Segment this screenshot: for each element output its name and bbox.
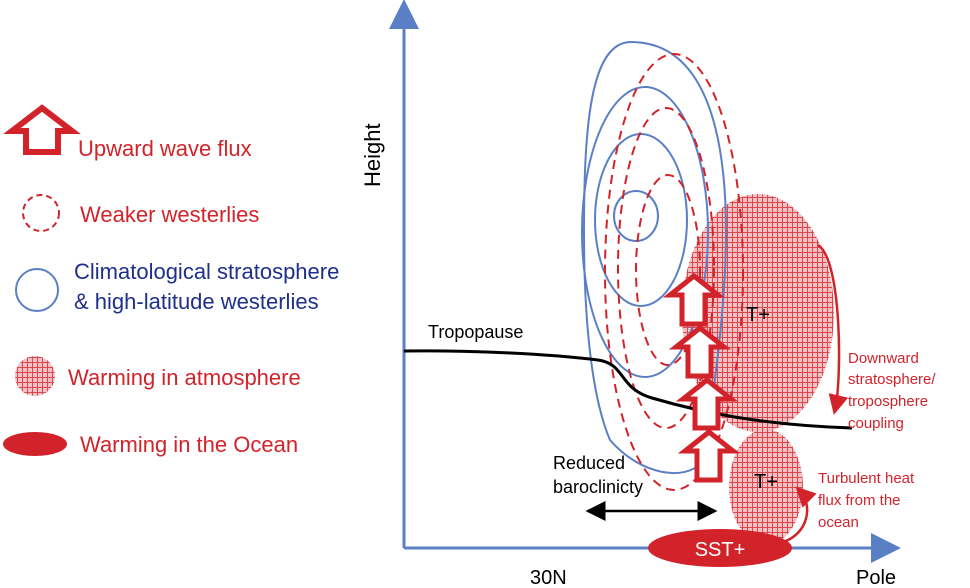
ocean-ellipse-icon (3, 432, 67, 456)
upward-wave-flux-arrows (662, 272, 741, 483)
sst-plus-label: SST+ (695, 539, 746, 561)
legend-label-climatological-line2: & high-latitude westerlies (74, 289, 319, 314)
legend-item-upward-wave-flux: Upward wave flux (3, 104, 252, 161)
warming-atmosphere-lower (729, 429, 803, 545)
weaker-westerlies-contour-1 (635, 174, 701, 366)
sst-ellipse (648, 529, 792, 567)
reduced-label-line2: baroclinicty (553, 477, 643, 497)
dashed-circle-icon (22, 194, 60, 232)
tropopause-line (403, 349, 853, 430)
warming-atmosphere-upper (682, 194, 834, 432)
legend-label-warming-atmosphere: Warming in atmosphere (68, 365, 301, 390)
upward-arrow-icon (668, 324, 732, 379)
turbulent-label-line2: flux from the (818, 492, 901, 509)
y-axis-label: Height (360, 123, 385, 187)
x-tick-pole: Pole (856, 567, 896, 588)
weaker-westerlies-contour-3 (604, 53, 744, 491)
turbulent-label-line3: ocean (818, 514, 859, 531)
hatched-circle-icon (15, 356, 55, 396)
turbulent-label-line1: Turbulent heat (818, 470, 915, 487)
legend-item-warming-atmosphere: Warming in atmosphere (15, 356, 301, 396)
x-tick-30n: 30N (530, 567, 567, 588)
downward-coupling-arrow (817, 243, 849, 415)
tropopause-label: Tropopause (428, 322, 523, 342)
t-plus-lower-label: T+ (754, 471, 778, 493)
climatological-contour-2 (594, 133, 688, 307)
downward-label-line3: troposphere (848, 393, 928, 410)
upward-arrow-icon (662, 272, 726, 327)
turbulent-flux-arrow (782, 486, 817, 544)
legend-label-weaker-westerlies: Weaker westerlies (80, 202, 259, 227)
climatological-contour-1 (613, 190, 659, 242)
legend-label-warming-ocean: Warming in the Ocean (80, 432, 298, 457)
downward-coupling-label: Downward stratosphere/ troposphere coupl… (848, 350, 936, 432)
weaker-westerlies-contour-2 (617, 107, 715, 429)
downward-label-line2: stratosphere/ (848, 371, 936, 388)
legend-label-upward-wave-flux: Upward wave flux (78, 136, 252, 161)
legend-label-climatological-line1: Climatological stratosphere (74, 259, 339, 284)
weaker-westerlies-contours (604, 53, 744, 491)
legend: Upward wave flux Weaker westerlies Clima… (3, 104, 339, 457)
solid-circle-icon (15, 268, 59, 312)
legend-item-weaker-westerlies: Weaker westerlies (22, 194, 259, 232)
legend-item-warming-ocean: Warming in the Ocean (3, 432, 298, 457)
downward-label-line1: Downward (848, 350, 919, 367)
climatological-contour-4 (582, 40, 728, 475)
climatological-contours (581, 40, 728, 475)
turbulent-flux-label: Turbulent heat flux from the ocean (818, 470, 915, 531)
upward-arrow-icon (677, 428, 741, 483)
legend-item-climatological: Climatological stratosphere & high-latit… (15, 259, 339, 314)
downward-label-line4: coupling (848, 415, 904, 432)
t-plus-upper-label: T+ (746, 304, 770, 326)
reduced-label-line1: Reduced (553, 453, 625, 473)
upward-arrow-icon (675, 376, 739, 431)
upward-arrow-icon (3, 104, 81, 155)
climatological-contour-3 (581, 86, 709, 378)
axes: Height 30N Pole (360, 0, 901, 588)
